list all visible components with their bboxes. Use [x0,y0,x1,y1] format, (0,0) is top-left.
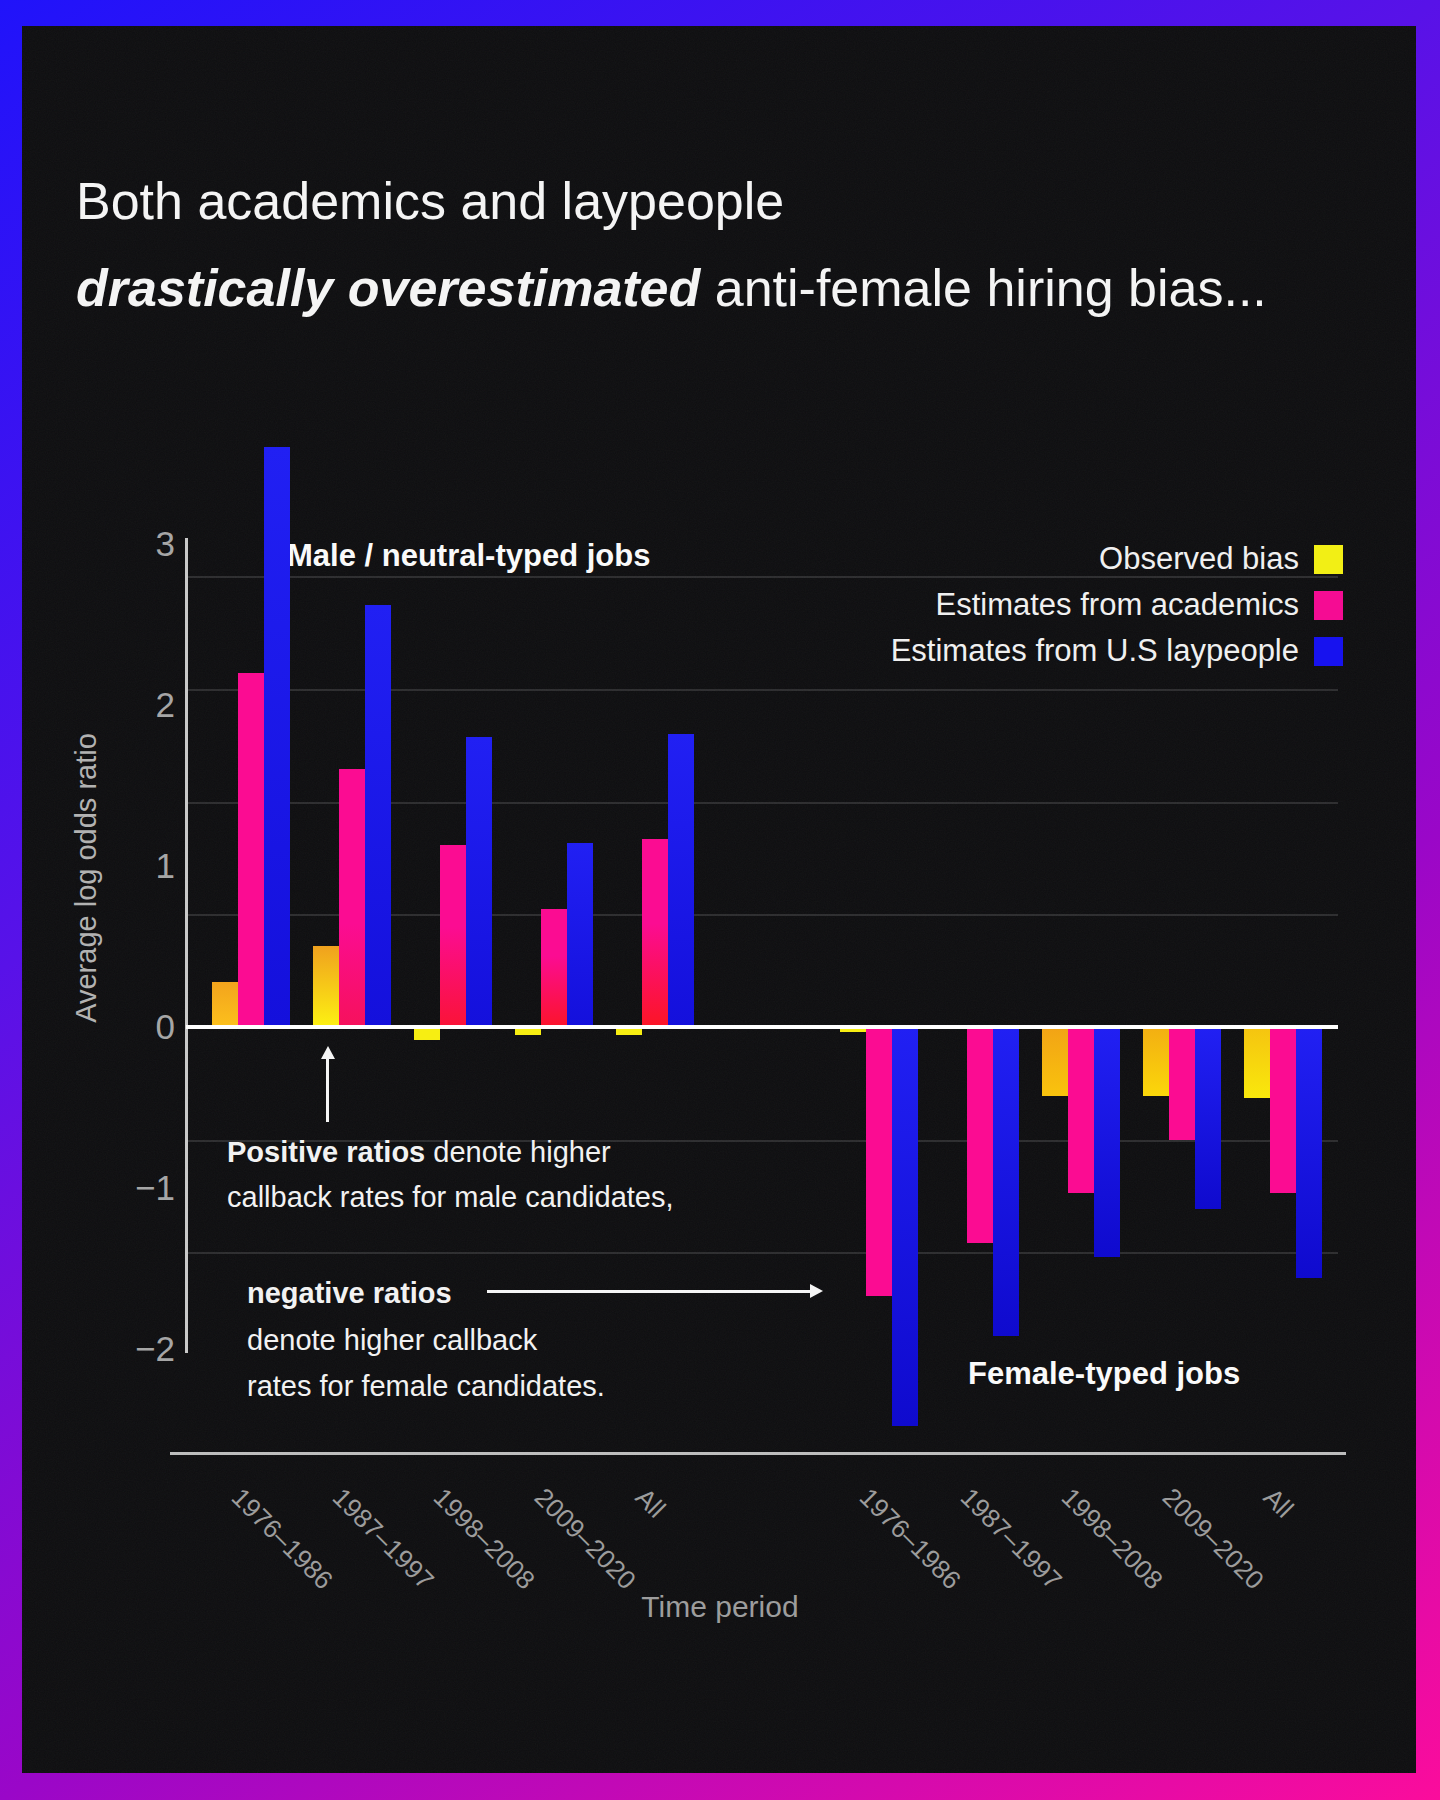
bar-male-0-laypeople [264,447,290,1027]
up-arrow-head [321,1046,335,1059]
panel-label-female: Female-typed jobs [968,1356,1240,1392]
negative-note-line1: negative ratios [247,1276,452,1311]
legend-label-observed: Observed bias [1099,541,1299,577]
bar-female-0-laypeople [892,1027,918,1426]
gridline [186,689,1338,691]
legend-swatch-laypeople [1314,637,1343,666]
bar-female-2-observed [1042,1027,1068,1096]
bar-female-0-academics [866,1027,892,1296]
bar-female-1-laypeople [993,1027,1019,1336]
bar-male-1-laypeople [365,605,391,1027]
negative-note-line2: denote higher callback [247,1323,537,1358]
gridline [186,576,1338,578]
chart-title-line2: drastically overestimated anti-female hi… [76,262,1267,314]
bar-male-2-academics [440,845,466,1027]
legend-label-academics: Estimates from academics [936,587,1300,623]
gridline [186,1252,1338,1254]
legend-item-academics: Estimates from academics [936,588,1344,622]
x-axis-title: Time period [641,1590,798,1624]
bar-male-3-laypeople [567,843,593,1027]
chart-title-line1: Both academics and laypeople [76,175,784,227]
bar-male-0-observed [212,982,238,1027]
bar-female-1-academics [967,1027,993,1243]
bar-female-3-academics [1169,1027,1195,1140]
y-tick-label: 2 [115,685,175,725]
up-arrow-shaft [326,1058,329,1122]
bar-male-1-observed [313,946,339,1027]
y-axis-line [185,538,188,1353]
bar-female-2-academics [1068,1027,1094,1193]
title-line2-rest: anti-female hiring bias... [700,259,1267,317]
bar-female-4-laypeople [1296,1027,1322,1278]
bar-male-4-laypeople [668,734,694,1027]
bar-male-0-academics [238,673,264,1027]
bar-female-4-observed [1244,1027,1270,1098]
positive-note-line1: Positive ratios denote higher [227,1135,611,1170]
bar-male-3-academics [541,909,567,1027]
bar-male-4-academics [642,839,668,1027]
panel-label-male: Male / neutral-typed jobs [287,538,650,574]
legend-item-laypeople: Estimates from U.S laypeople [891,634,1343,668]
bar-male-1-academics [339,769,365,1027]
y-tick-label: −1 [115,1168,175,1208]
legend-swatch-observed [1314,545,1343,574]
right-arrow-head [810,1284,823,1298]
bar-female-3-observed [1143,1027,1169,1096]
y-tick-label: 0 [115,1007,175,1047]
legend-label-laypeople: Estimates from U.S laypeople [891,633,1299,669]
positive-note-rest: denote higher [425,1136,610,1168]
bar-male-2-laypeople [466,737,492,1027]
right-arrow-shaft [487,1290,810,1293]
y-tick-label: −2 [115,1329,175,1369]
x-axis-line [170,1452,1346,1455]
bar-female-2-laypeople [1094,1027,1120,1257]
positive-note-line2: callback rates for male candidates, [227,1180,674,1215]
zero-line [186,1025,1338,1029]
bar-female-4-academics [1270,1027,1296,1193]
positive-note-bold: Positive ratios [227,1136,425,1168]
legend-item-observed: Observed bias [1099,542,1343,576]
negative-note-line3: rates for female candidates. [247,1369,605,1404]
title-emphasis: drastically overestimated [76,259,700,317]
y-axis-title: Average log odds ratio [70,733,103,1023]
bar-female-3-laypeople [1195,1027,1221,1209]
legend-swatch-academics [1314,591,1343,620]
negative-note-bold: negative ratios [247,1277,452,1309]
y-tick-label: 3 [115,524,175,564]
y-tick-label: 1 [115,846,175,886]
